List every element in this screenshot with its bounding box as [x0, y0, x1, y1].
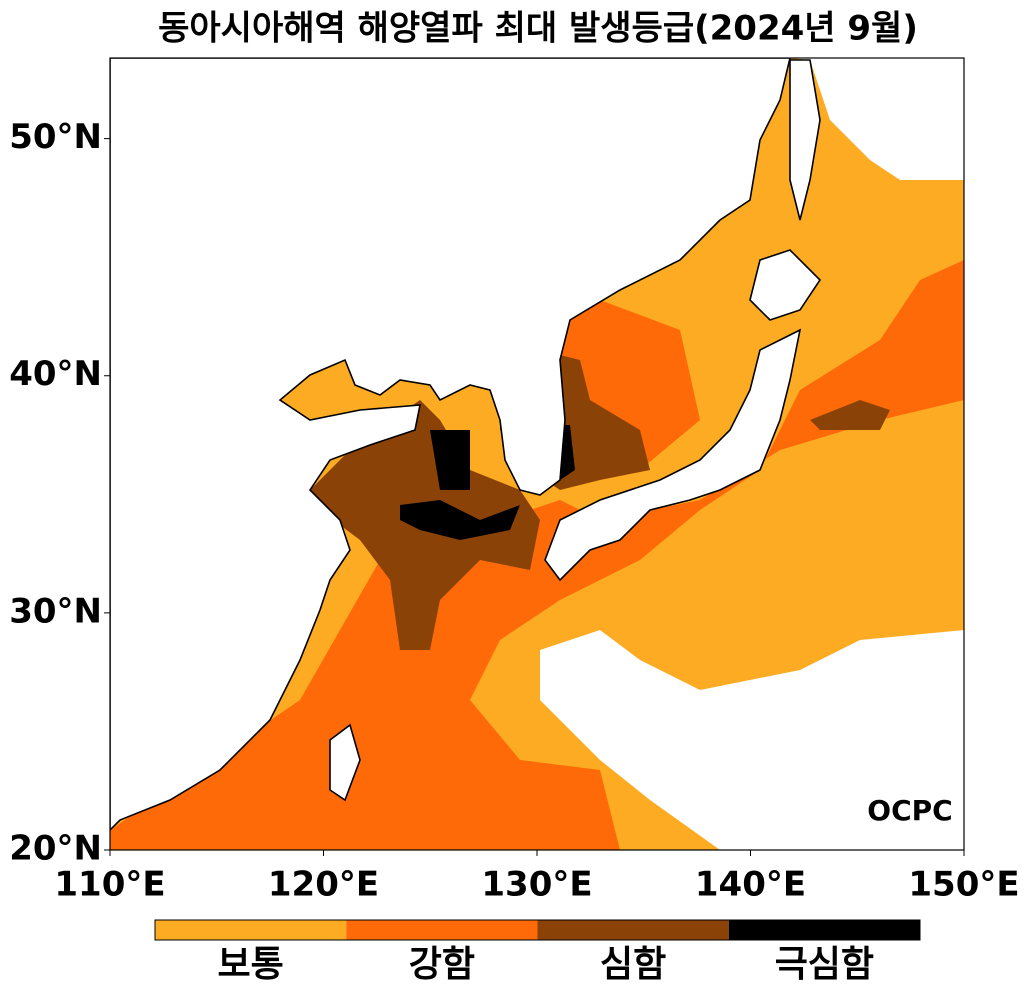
legend-label: 보통: [218, 944, 284, 985]
sea-extreme: [400, 500, 520, 540]
x-tick-label: 130°E: [481, 865, 592, 905]
sea-severe: [810, 400, 890, 430]
legend-label: 극심함: [775, 944, 874, 985]
y-tick-label: 40°N: [9, 354, 102, 394]
map-title: 동아시아해역 해양열파 최대 발생등급(2024년 9월): [158, 9, 918, 49]
x-tick-label: 140°E: [695, 865, 806, 905]
sea-extreme: [430, 430, 470, 490]
legend-label: 강함: [409, 944, 475, 985]
x-tick-label: 150°E: [908, 865, 1019, 905]
sakhalin: [789, 59, 821, 221]
legend-swatch: [346, 920, 538, 940]
y-tick-label: 50°N: [9, 117, 102, 157]
y-tick-label: 20°N: [9, 829, 102, 869]
legend-swatch: [155, 920, 347, 940]
sea-strong: [110, 260, 964, 850]
legend-swatch: [728, 920, 920, 940]
taiwan: [329, 723, 361, 802]
hokkaido: [749, 249, 822, 321]
x-tick-label: 110°E: [54, 865, 165, 905]
japan: [544, 328, 802, 582]
legend-label: 심함: [600, 944, 666, 985]
legend-frame: [154, 919, 921, 941]
legend-swatch: [537, 920, 729, 940]
sea-none: [790, 58, 964, 180]
x-tick-label: 120°E: [268, 865, 379, 905]
y-tick-label: 30°N: [9, 591, 102, 631]
mainland: [110, 58, 791, 832]
logo: OCPC: [867, 794, 952, 827]
map-area: [110, 58, 964, 850]
sea-none: [540, 630, 964, 850]
